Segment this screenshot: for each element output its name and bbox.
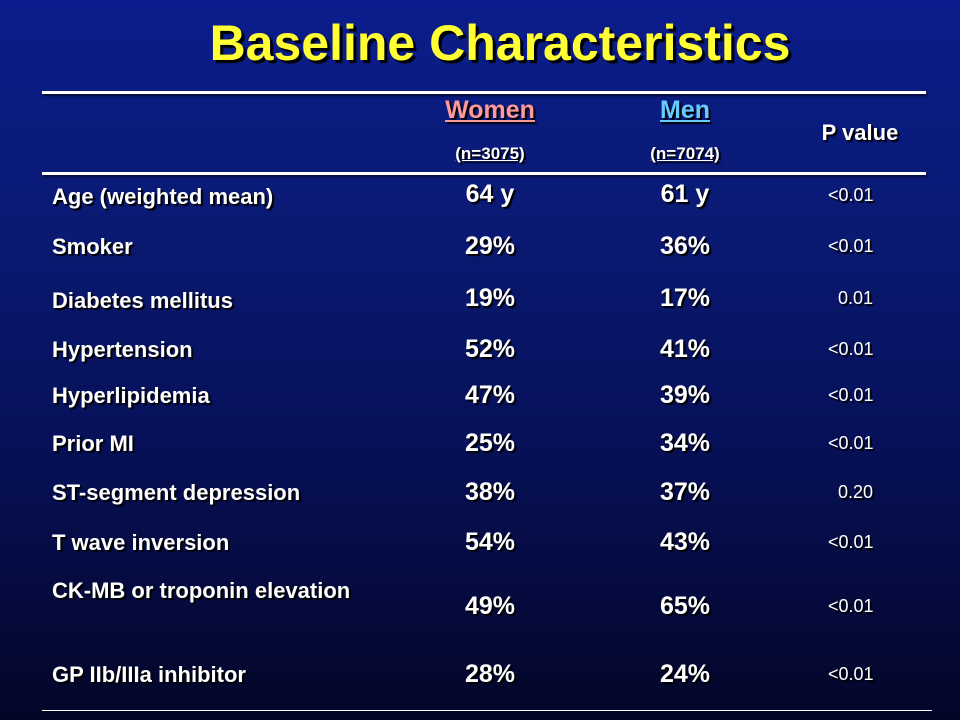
p-value: <0.01 (828, 433, 874, 453)
p-value: <0.01 (828, 339, 874, 359)
men-value: 37% (659, 478, 711, 506)
p-value: <0.01 (828, 385, 874, 405)
men-count-label: (n=7074) (650, 144, 720, 163)
women-value: 28% (464, 660, 516, 688)
men-value: 34% (659, 429, 711, 457)
p-value: 0.20 (838, 482, 874, 502)
women-value: 29% (464, 232, 516, 260)
column-header-men: Men (585, 96, 785, 125)
men-count: (n=7074) (585, 144, 785, 164)
men-value: 43% (659, 528, 711, 556)
row-label: CK-MB or troponin elevation (52, 578, 351, 603)
p-value: <0.01 (828, 532, 874, 552)
women-value: 25% (464, 429, 516, 457)
women-header-label: Women (445, 96, 535, 124)
table-row: GP IIb/IIIa inhibitor 28% 24% <0.01 (0, 660, 960, 700)
women-count-label: (n=3075) (455, 144, 525, 163)
table-row: CK-MB or troponin elevation 49% 65% <0.0… (0, 576, 960, 646)
row-label: Prior MI (52, 431, 134, 456)
table-row: Age (weighted mean) 64 y 61 y <0.01 (0, 180, 960, 220)
men-value: 36% (659, 232, 711, 260)
women-value: 54% (464, 528, 516, 556)
men-value: 65% (659, 592, 711, 620)
row-label: Age (weighted mean) (52, 184, 274, 209)
p-value: <0.01 (828, 185, 874, 205)
table-row: Prior MI 25% 34% <0.01 (0, 429, 960, 469)
row-label: ST-segment depression (52, 480, 301, 505)
p-value: <0.01 (828, 236, 874, 256)
p-value: <0.01 (828, 664, 874, 684)
women-value: 49% (464, 592, 516, 620)
table-row: T wave inversion 54% 43% <0.01 (0, 528, 960, 568)
row-label: Smoker (52, 234, 133, 259)
women-value: 19% (464, 284, 516, 312)
row-label: GP IIb/IIIa inhibitor (52, 662, 246, 687)
men-value: 17% (659, 284, 711, 312)
table-row: Hypertension 52% 41% <0.01 (0, 335, 960, 375)
men-header-label: Men (660, 96, 710, 124)
column-header-p-value: P value (821, 120, 899, 145)
table-top-rule (42, 91, 926, 94)
women-count: (n=3075) (390, 144, 590, 164)
men-value: 24% (659, 660, 711, 688)
men-value: 41% (659, 335, 711, 363)
women-value: 52% (464, 335, 516, 363)
table-bottom-rule (42, 710, 932, 711)
men-value: 61 y (660, 180, 710, 208)
row-label: Hypertension (52, 337, 193, 362)
men-value: 39% (659, 381, 711, 409)
table-row: ST-segment depression 38% 37% 0.20 (0, 478, 960, 518)
row-label: Diabetes mellitus (52, 288, 233, 313)
table-row: Smoker 29% 36% <0.01 (0, 232, 960, 272)
slide-title: Baseline Characteristics (209, 15, 791, 71)
table-header-rule (42, 172, 926, 175)
women-value: 38% (464, 478, 516, 506)
p-value: <0.01 (828, 596, 874, 616)
column-header-women: Women (390, 96, 590, 125)
row-label: T wave inversion (52, 530, 230, 555)
p-value: 0.01 (838, 288, 874, 308)
row-label: Hyperlipidemia (52, 383, 210, 408)
women-value: 64 y (465, 180, 515, 208)
women-value: 47% (464, 381, 516, 409)
table-row: Diabetes mellitus 19% 17% 0.01 (0, 284, 960, 324)
table-row: Hyperlipidemia 47% 39% <0.01 (0, 381, 960, 421)
